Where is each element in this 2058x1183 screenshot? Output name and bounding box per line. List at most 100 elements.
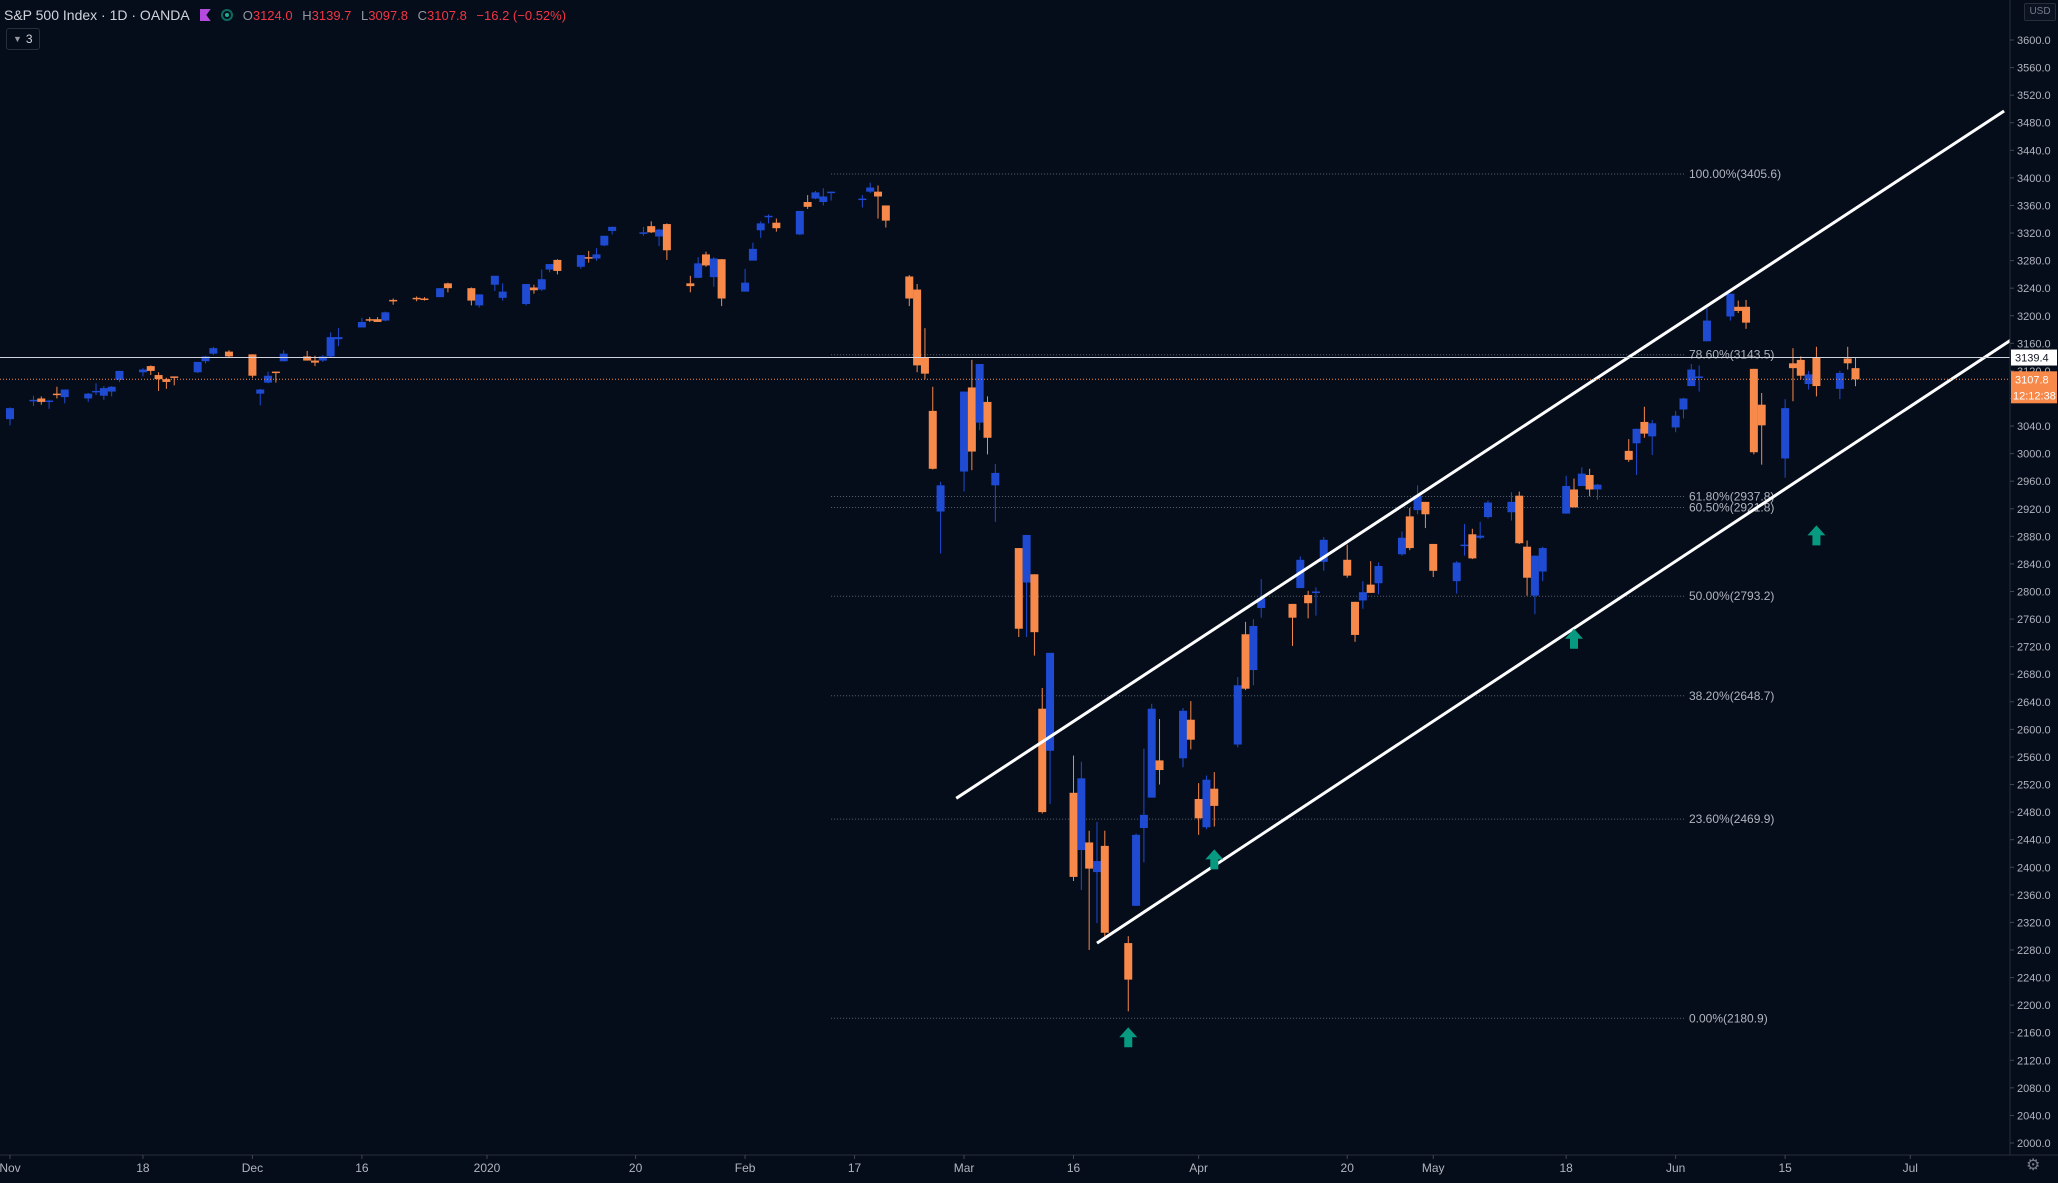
price-tick-label: 2960.0: [2017, 476, 2051, 488]
candle-body: [1624, 450, 1633, 460]
price-tick-label: 2360.0: [2017, 890, 2051, 902]
candle-body: [170, 376, 179, 378]
price-tick-label: 2920.0: [2017, 504, 2051, 516]
candle-body: [256, 389, 265, 394]
price-tick-label: 2760.0: [2017, 614, 2051, 626]
candle-body: [694, 263, 703, 278]
candle-body: [1812, 357, 1821, 387]
candlestick-series: [6, 182, 1860, 1012]
candle-body: [1374, 565, 1383, 584]
candle-body: [795, 210, 804, 235]
candle-body: [1038, 708, 1047, 813]
candle-body: [1749, 368, 1758, 453]
candle-body: [1014, 548, 1023, 629]
up-arrow-icon[interactable]: [1119, 1027, 1138, 1048]
symbol-title[interactable]: S&P 500 Index · 1D · OANDA: [4, 7, 190, 23]
candle-body: [154, 375, 163, 380]
candle-body: [248, 354, 257, 376]
candle-body: [115, 370, 124, 380]
candle-body: [1757, 404, 1766, 426]
candle-body: [1648, 423, 1657, 437]
candle-body: [709, 258, 718, 278]
price-tick-label: 2120.0: [2017, 1055, 2051, 1067]
candle-body: [874, 191, 883, 197]
candle-body: [420, 298, 429, 301]
candle-body: [1210, 788, 1219, 806]
indicator-count: 3: [25, 32, 33, 46]
price-tick-label: 2520.0: [2017, 780, 2051, 792]
flag-icon[interactable]: [199, 9, 211, 21]
candle-body: [1202, 779, 1211, 828]
candle-body: [1796, 359, 1805, 376]
candle-body: [310, 360, 319, 363]
time-tick-label: 18: [1560, 1161, 1574, 1175]
time-tick-label: Mar: [954, 1161, 975, 1175]
fib-level-label: 61.80%(2937.8): [1689, 490, 1774, 504]
price-axis[interactable]: 2000.0 2040.0 2080.0 2120.0 2160.0 2200.0 2240…: [2009, 0, 2058, 1183]
price-tick-label: 3280.0: [2017, 256, 2051, 268]
candle-body: [1640, 421, 1649, 434]
close-label: C: [417, 7, 428, 23]
candle-body: [1405, 516, 1414, 549]
candle-body: [1585, 474, 1594, 490]
candle-body: [639, 232, 648, 234]
candle-body: [701, 254, 710, 266]
price-tick-label: 3560.0: [2017, 63, 2051, 75]
candle-body: [1046, 652, 1055, 751]
fib-level-label: 50.00%(2793.2): [1689, 589, 1774, 603]
candle-body: [193, 361, 202, 373]
price-tick-label: 2240.0: [2017, 973, 2051, 985]
candle-body: [991, 472, 1000, 486]
crosshair-price-label: 3139.4: [2015, 353, 2049, 365]
fib-retracement[interactable]: 100.00%(3405.6) 78.60%(3143.5) 61.80%(2937…: [831, 167, 1781, 1025]
currency-badge[interactable]: USD: [2024, 3, 2056, 21]
gear-icon[interactable]: ⚙: [2026, 1157, 2041, 1174]
candle-body: [1562, 486, 1571, 514]
candle-body: [1092, 861, 1101, 873]
lower-channel-line[interactable]: [1096, 252, 2058, 945]
candle-body: [1194, 799, 1203, 819]
candle-body: [1077, 778, 1086, 851]
candle-body: [1132, 834, 1141, 906]
candle-body: [592, 254, 601, 259]
candle-body: [318, 356, 327, 361]
price-tick-label: 2560.0: [2017, 752, 2051, 764]
up-arrow-icon[interactable]: [1807, 525, 1826, 546]
time-axis[interactable]: Nov 18 Dec 16 2020 20 Feb 17 Mar 16 Apr 20 May 18 Jun 1…: [0, 1154, 2058, 1183]
candle-body: [647, 226, 656, 233]
indicators-toggle[interactable]: ▼ 3: [6, 28, 40, 50]
price-axis-bg: [2010, 0, 2058, 1183]
open-label: O: [242, 7, 253, 23]
candle-body: [1702, 320, 1711, 342]
candle-body: [748, 248, 757, 261]
upper-channel-line[interactable]: [955, 109, 2005, 800]
candle-body: [600, 235, 609, 246]
candle-body: [1507, 501, 1516, 513]
candle-body: [1781, 408, 1790, 459]
candle-body: [975, 364, 984, 423]
candle-body: [467, 288, 476, 301]
candle-body: [1413, 495, 1422, 511]
candle-body: [1476, 535, 1485, 538]
candle-body: [99, 388, 108, 396]
up-arrow-icon[interactable]: [1565, 628, 1583, 649]
candle-body: [717, 259, 726, 299]
up-arrow-icon[interactable]: [1205, 849, 1224, 870]
candle-body: [264, 375, 273, 383]
low-label: L: [361, 7, 369, 23]
price-tick-label: 2320.0: [2017, 917, 2051, 929]
chevron-down-icon: ▼: [13, 34, 22, 44]
candle-body: [1523, 546, 1532, 578]
price-tick-label: 2440.0: [2017, 835, 2051, 847]
time-tick-label: 20: [1341, 1161, 1355, 1175]
candle-body: [1687, 369, 1696, 387]
trend-channel[interactable]: [955, 109, 2058, 945]
arrow-markers[interactable]: [1119, 525, 1826, 1048]
candle-body: [1843, 358, 1852, 364]
candle-body: [741, 282, 750, 292]
candle-body: [928, 410, 937, 469]
countdown-label: 12:12:38: [2013, 390, 2056, 402]
time-axis-bg: [0, 1155, 2058, 1183]
